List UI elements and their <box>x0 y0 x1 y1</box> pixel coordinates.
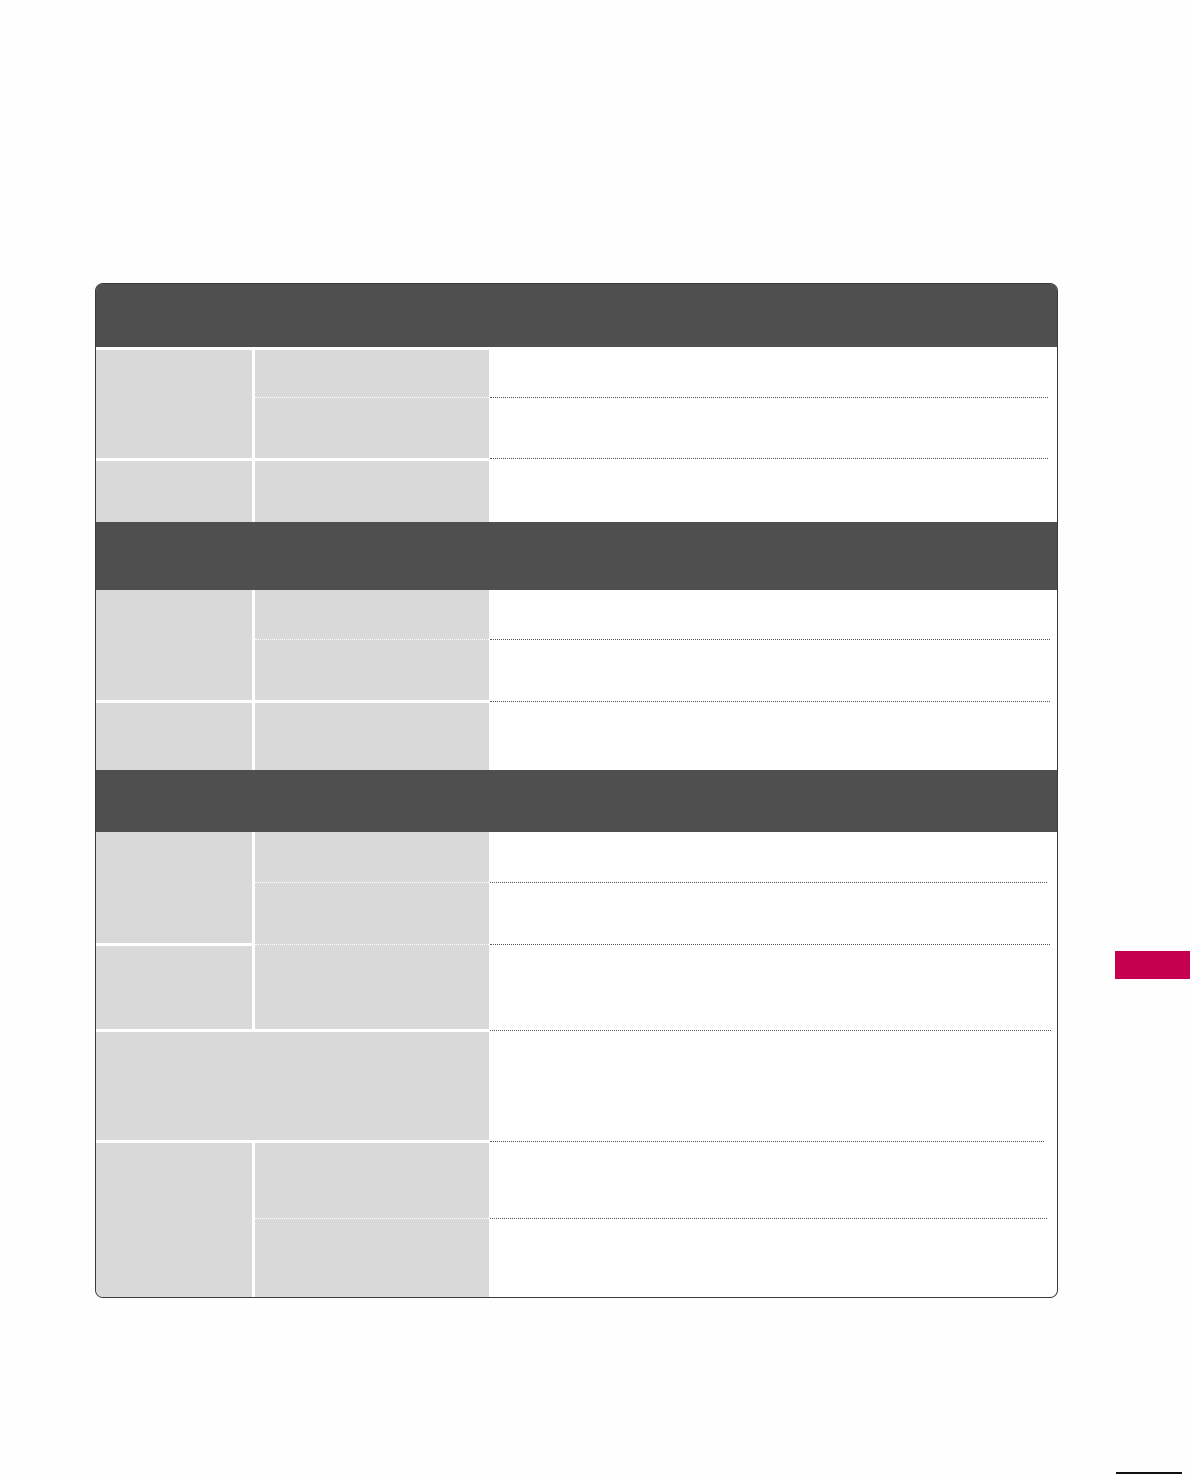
chapter-tab <box>1115 951 1190 979</box>
row-divider <box>255 639 489 640</box>
label-cell <box>255 703 489 770</box>
page-number-rule <box>1116 1472 1182 1474</box>
row-divider <box>255 1141 489 1142</box>
row-divider <box>490 1218 1047 1219</box>
row-divider <box>255 397 489 398</box>
label-cell <box>255 590 489 700</box>
label-cell <box>96 1032 489 1140</box>
row-divider <box>255 458 489 459</box>
row-divider <box>490 944 1050 945</box>
label-cell <box>96 946 252 1029</box>
row-divider <box>490 882 1047 883</box>
label-cell <box>96 350 252 458</box>
row-divider <box>490 1141 1044 1142</box>
section-header <box>96 522 1057 590</box>
section-header <box>96 284 1057 347</box>
section-header <box>96 770 1057 832</box>
label-cell <box>255 461 489 522</box>
row-divider <box>255 701 489 702</box>
label-cell <box>96 590 252 700</box>
label-cell <box>96 703 252 770</box>
row-divider <box>490 639 1050 640</box>
label-cell <box>96 1143 252 1297</box>
row-divider <box>490 701 1050 702</box>
row-divider <box>490 458 1048 459</box>
row-divider <box>255 1218 489 1219</box>
row-divider <box>255 882 489 883</box>
label-cell <box>96 832 252 943</box>
spec-table <box>95 283 1058 1298</box>
label-cell <box>255 832 489 1029</box>
row-divider <box>255 1030 489 1031</box>
label-cell <box>96 461 252 522</box>
row-divider <box>490 1030 1051 1031</box>
label-cell <box>255 1143 489 1297</box>
row-divider <box>255 944 489 945</box>
label-cell <box>255 350 489 458</box>
row-divider <box>490 397 1048 398</box>
